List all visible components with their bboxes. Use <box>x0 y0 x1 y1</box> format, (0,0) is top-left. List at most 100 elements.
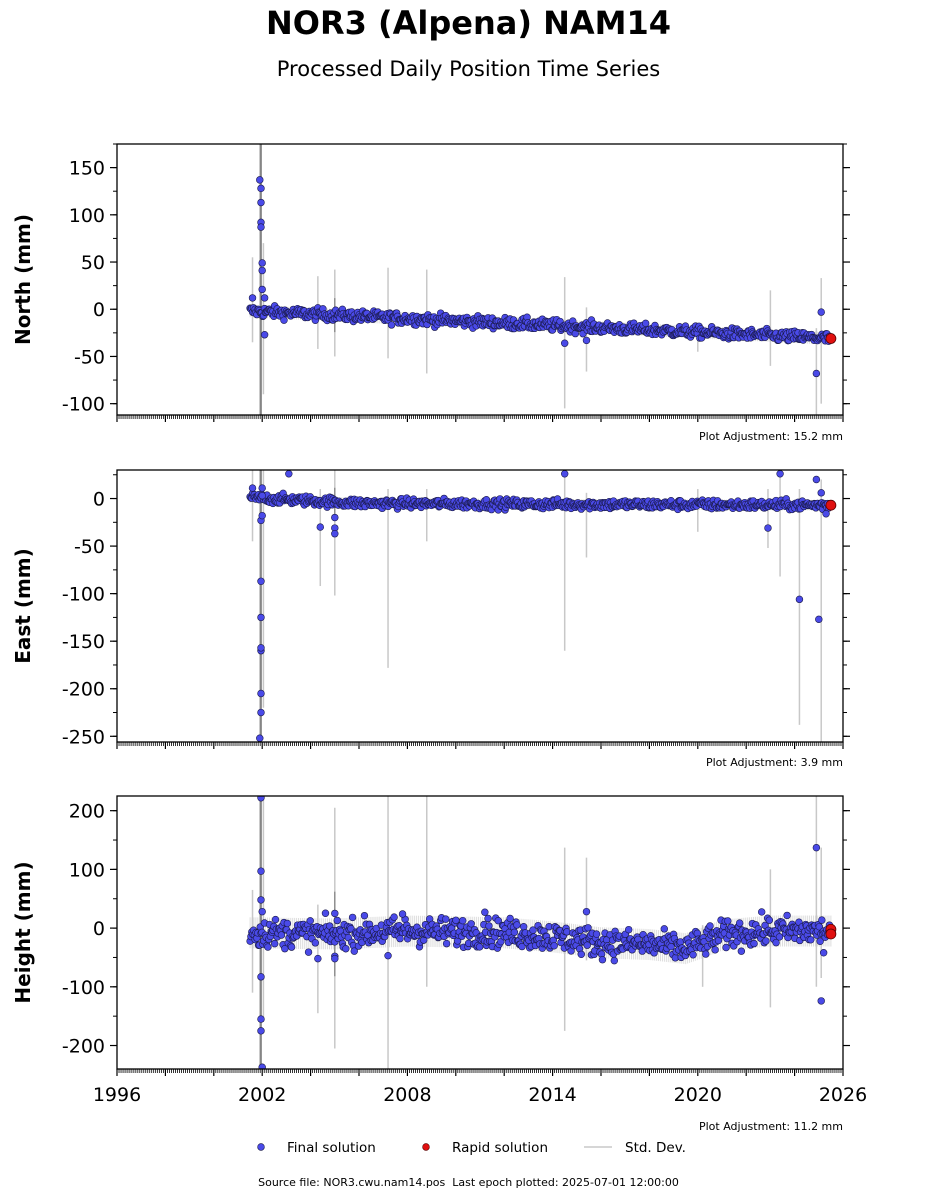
final-solution-point <box>257 644 265 652</box>
final-solution-point <box>257 896 265 904</box>
final-solution-point <box>442 915 450 923</box>
final-solution-point <box>257 198 265 207</box>
final-solution-point <box>765 916 774 924</box>
final-solution-point <box>812 475 821 484</box>
final-solution-point <box>775 933 784 941</box>
final-solution-point <box>280 316 288 324</box>
std-dev-lines <box>249 144 832 415</box>
final-solution-point <box>722 943 730 952</box>
final-solution-point <box>506 914 514 923</box>
final-solution-point <box>582 907 591 916</box>
y-tick-label: 150 <box>69 158 105 180</box>
final-solution-point <box>689 951 697 959</box>
final-solution-point <box>331 513 339 522</box>
final-solution-point <box>257 223 265 231</box>
final-solution-point <box>783 911 791 920</box>
y-tick-label: 100 <box>69 205 105 227</box>
final-solution-point <box>519 923 528 931</box>
final-solution-point <box>256 176 264 184</box>
final-solution-points <box>246 470 834 742</box>
x-tick-label: 2008 <box>383 1084 431 1106</box>
final-solution-point <box>737 947 746 955</box>
final-solution-point <box>384 951 392 960</box>
final-solution-point <box>257 973 265 981</box>
x-tick-label: 1996 <box>93 1084 141 1106</box>
final-solution-point <box>592 930 601 938</box>
y-axis-label: North (mm) <box>11 214 35 345</box>
final-solution-point <box>257 613 265 622</box>
y-tick-label: -50 <box>74 536 105 558</box>
plot-adjustment-label: Plot Adjustment: 11.2 mm <box>699 1120 843 1133</box>
final-solution-point <box>702 950 710 958</box>
final-solution-point <box>577 950 585 958</box>
y-tick-label: -200 <box>62 1036 105 1058</box>
legend-std-label: Std. Dev. <box>625 1140 686 1156</box>
rapid-solution-point <box>825 333 837 344</box>
final-solution-point <box>258 1063 266 1069</box>
final-solution-point <box>258 907 266 916</box>
y-tick-label: 200 <box>69 801 105 823</box>
last-epoch-label: Last epoch plotted: 2025-07-01 12:00:00 <box>452 1176 679 1189</box>
final-solution-point <box>485 922 493 930</box>
final-solution-point <box>817 489 825 497</box>
legend-final-label: Final solution <box>287 1140 376 1156</box>
rapid-solution-point <box>825 499 837 511</box>
final-solution-point <box>822 510 830 518</box>
final-solution-point <box>598 956 607 964</box>
x-tick-label: 2020 <box>674 1084 722 1106</box>
x-tick-label: 2026 <box>819 1084 867 1106</box>
final-solution-point <box>316 523 324 531</box>
final-solution-point <box>287 943 296 951</box>
source-file-label: Source file: NOR3.cwu.nam14.pos <box>258 1176 446 1189</box>
panel-frame <box>116 143 844 416</box>
final-solution-point <box>248 294 257 302</box>
final-solution-point <box>584 924 592 932</box>
y-axis-label: Height (mm) <box>11 861 35 1003</box>
legend: Final solution Rapid solution Std. Dev. <box>257 1140 686 1156</box>
final-solution-point <box>314 954 322 963</box>
final-solution-point <box>817 308 825 316</box>
y-tick-label: -100 <box>62 977 105 999</box>
final-solution-point <box>660 925 668 933</box>
final-solution-point <box>481 908 489 916</box>
final-solution-point <box>257 577 265 585</box>
final-solution-point <box>563 928 571 936</box>
y-tick-label: 0 <box>93 489 105 511</box>
final-solution-point <box>257 689 265 698</box>
final-solution-point <box>467 920 475 928</box>
final-solution-point <box>331 530 339 538</box>
plot-adjustment-label: Plot Adjustment: 3.9 mm <box>706 756 843 769</box>
final-solution-point <box>815 615 823 624</box>
final-solution-point <box>258 259 266 267</box>
y-tick-label: -250 <box>62 726 105 748</box>
legend-rapid-label: Rapid solution <box>452 1140 548 1156</box>
final-solution-point <box>795 595 804 604</box>
final-solution-point <box>494 917 502 925</box>
legend-final-marker <box>257 1143 265 1151</box>
x-tick-label: 2002 <box>238 1084 286 1106</box>
final-solution-point <box>750 939 758 948</box>
final-solution-point <box>283 919 292 928</box>
final-solution-point <box>819 949 828 957</box>
final-solution-point <box>560 339 569 347</box>
final-solution-point <box>610 956 619 965</box>
final-solution-point <box>258 484 266 492</box>
y-tick-label: 0 <box>93 918 105 940</box>
final-solution-point <box>304 948 313 956</box>
rapid-solution-point <box>825 928 837 940</box>
final-solution-point <box>816 937 824 945</box>
final-solution-points <box>246 176 834 378</box>
final-solution-point <box>260 294 269 302</box>
final-solution-point <box>706 922 714 930</box>
final-solution-point <box>625 925 633 934</box>
final-solution-point <box>518 942 526 951</box>
final-solution-point <box>257 796 265 802</box>
final-solution-point <box>550 942 558 950</box>
final-solution-point <box>582 336 591 345</box>
y-tick-label: -100 <box>62 394 105 416</box>
x-tick-label: 2014 <box>528 1084 576 1106</box>
final-solution-point <box>347 925 355 933</box>
final-solution-point <box>772 938 780 947</box>
plot-area <box>246 470 837 742</box>
